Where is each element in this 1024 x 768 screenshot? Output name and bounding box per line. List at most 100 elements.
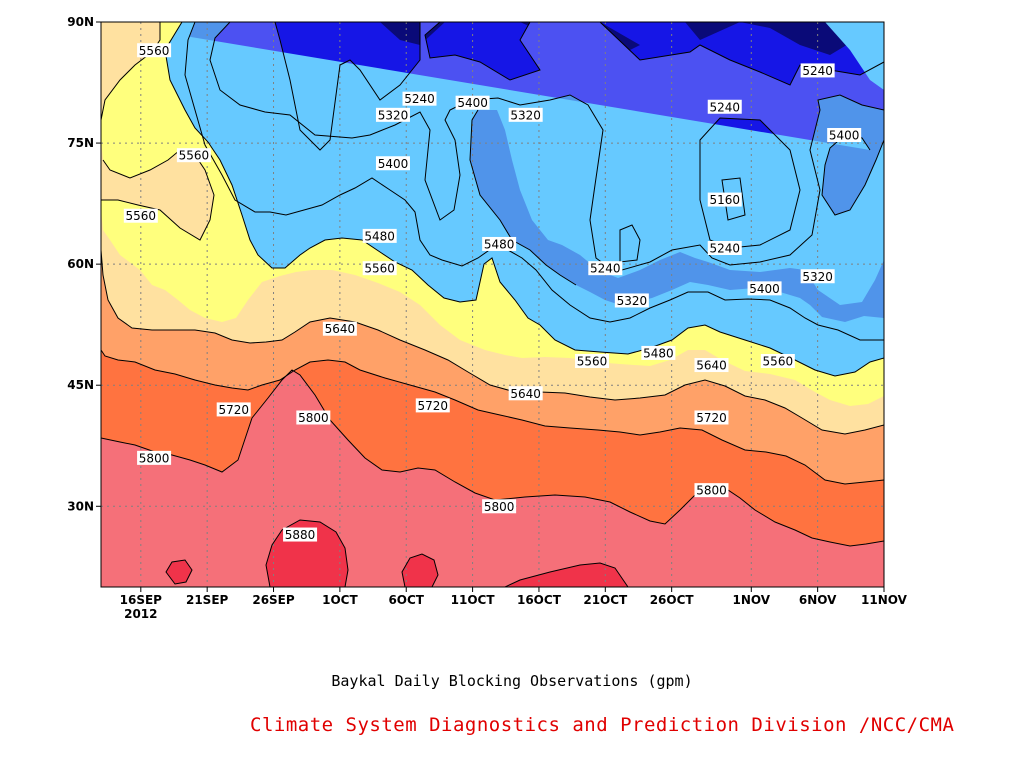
- contour-label: 5400: [375, 156, 410, 171]
- contour-label-box: [575, 354, 610, 368]
- contour-label: 5560: [123, 208, 158, 223]
- contour-line-5320: [209, 22, 884, 273]
- contour-line-5400: [184, 22, 884, 341]
- contour-label-box: [137, 450, 172, 465]
- contour-label-text: 5560: [577, 355, 608, 369]
- contour-label: 5320: [800, 269, 835, 284]
- contour-fills: [101, 22, 884, 587]
- contour-label-box: [296, 410, 331, 425]
- contour-label: 5320: [508, 107, 543, 122]
- x-tick-label: 26OCT: [650, 593, 695, 607]
- contour-label-box: [707, 192, 742, 207]
- contour-line-5240-b: [424, 22, 541, 81]
- contour-label: 5320: [375, 107, 410, 122]
- contour-label: 5560: [176, 148, 211, 163]
- contour-label-text: 5560: [364, 262, 395, 276]
- x-tick-label: 11NOV: [861, 593, 908, 607]
- contour-label-text: 5480: [364, 229, 395, 243]
- contour-label-box: [641, 345, 676, 360]
- contour-label-text: 5480: [643, 346, 674, 360]
- contour-line-5240-c: [599, 22, 884, 86]
- x-tick-label: 26SEP: [252, 593, 295, 607]
- x-tick-label: 16SEP: [120, 593, 163, 607]
- y-tick-label: 45N: [67, 378, 94, 392]
- contour-line-5240-cell: [619, 224, 641, 263]
- contour-label-box: [800, 269, 835, 284]
- chart-title: Baykal Daily Blocking Observations (gpm): [331, 672, 693, 690]
- x-tick-label: 6NOV: [799, 593, 837, 607]
- x-tick-label: 11OCT: [451, 593, 496, 607]
- contour-line-5160: [721, 177, 746, 221]
- contour-label: 5560: [760, 354, 795, 369]
- y-axis: 30N 45N 60N 75N 90N: [67, 15, 101, 513]
- contour-label-box: [283, 527, 318, 542]
- contour-label: 5800: [482, 499, 517, 514]
- contour-label-text: 5800: [696, 484, 727, 498]
- contour-label-text: 5640: [696, 359, 727, 373]
- contour-label: 5800: [694, 483, 729, 498]
- contour-label-text: 5720: [218, 403, 249, 417]
- contour-label-text: 5320: [510, 108, 541, 122]
- contour-line-5800-a: [265, 519, 349, 587]
- contour-label-text: 5800: [139, 451, 170, 465]
- fill-band-5880-c: [166, 560, 192, 584]
- contour-label: 5400: [455, 95, 490, 110]
- contour-label-text: 5240: [590, 262, 621, 276]
- contour-label: 5480: [641, 345, 676, 360]
- contour-label-box: [176, 148, 211, 163]
- contour-line-5400-b: [469, 109, 577, 286]
- contour-label-box: [747, 281, 782, 296]
- contour-label-box: [362, 228, 397, 243]
- contour-label-box: [123, 208, 158, 223]
- contour-label-text: 5240: [709, 100, 740, 114]
- contour-label: 5240: [402, 91, 437, 106]
- contour-label: 5560: [137, 43, 172, 58]
- contour-label-box: [694, 483, 729, 498]
- contour-line-5800-c: [165, 559, 193, 585]
- contour-label: 5720: [694, 410, 729, 425]
- contour-label-text: 5720: [696, 411, 727, 425]
- contour-labels: 5560 5560 5560 5480 5560 5640 5720 5720 5800 5800…: [123, 43, 862, 542]
- y-tick-label: 90N: [67, 15, 94, 29]
- contour-label-text: 5160: [709, 193, 740, 207]
- contour-label-text: 5320: [617, 294, 648, 308]
- contour-label-box: [694, 410, 729, 425]
- contour-label-box: [614, 293, 649, 308]
- contour-line-5720: [101, 369, 884, 547]
- contour-line-5240-ring: [699, 117, 801, 249]
- contour-label-text: 5240: [404, 92, 435, 106]
- contour-label-text: 5400: [378, 157, 409, 171]
- contour-label-text: 5640: [510, 387, 541, 401]
- contour-label-box: [216, 402, 251, 417]
- contour-label: 5240: [707, 241, 742, 256]
- contour-label-box: [827, 128, 862, 142]
- contour-line-5240: [274, 22, 421, 151]
- contour-label-box: [322, 321, 357, 336]
- contour-label-text: 5720: [418, 399, 449, 413]
- contour-label-text: 5800: [298, 411, 329, 425]
- contour-label-box: [375, 156, 410, 171]
- contour-label-box: [482, 499, 517, 514]
- contour-line-5640: [101, 349, 884, 485]
- x-tick-label: 1OCT: [322, 593, 358, 607]
- contour-label: 5640: [694, 358, 729, 373]
- y-tick-label: 60N: [67, 257, 94, 271]
- contour-label: 5560: [362, 261, 397, 276]
- contour-line-5560-a: [101, 22, 161, 121]
- contour-label-text: 5640: [325, 322, 356, 336]
- contour-label-text: 5320: [378, 108, 409, 122]
- contour-line-5560-main: [101, 249, 884, 435]
- contour-label: 5640: [508, 386, 543, 401]
- x-tick-label: 21SEP: [186, 593, 229, 607]
- contour-label-text: 5560: [763, 355, 794, 369]
- contour-line-5800-b: [401, 553, 439, 587]
- contour-label-text: 5560: [139, 44, 170, 58]
- contour-label: 5160: [707, 192, 742, 207]
- contour-label: 5240: [588, 261, 623, 276]
- contour-lines: [101, 22, 884, 587]
- x-tick-label: 16OCT: [517, 593, 562, 607]
- x-tick-label: 6OCT: [388, 593, 424, 607]
- contour-label-box: [415, 398, 450, 413]
- contour-label: 5240: [800, 63, 835, 78]
